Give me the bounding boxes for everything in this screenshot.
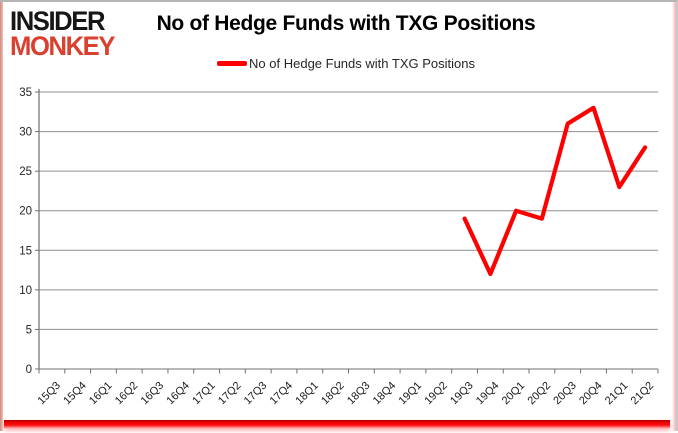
x-tick-label: 18Q4 bbox=[371, 380, 399, 408]
x-tick-label: 17Q4 bbox=[268, 380, 296, 408]
x-tick-label: 19Q3 bbox=[448, 380, 476, 408]
x-tick-label: 20Q4 bbox=[577, 380, 605, 408]
x-tick-label: 18Q2 bbox=[319, 380, 347, 408]
x-tick-label: 21Q2 bbox=[629, 380, 657, 408]
x-tick-label: 16Q1 bbox=[87, 380, 115, 408]
x-tick-label: 16Q3 bbox=[139, 380, 167, 408]
y-tick-label: 25 bbox=[19, 166, 32, 178]
x-tick-label: 20Q2 bbox=[526, 380, 554, 408]
chart-title: No of Hedge Funds with TXG Positions bbox=[156, 12, 536, 35]
x-tick-label: 21Q1 bbox=[603, 380, 631, 408]
x-tick-label: 15Q4 bbox=[61, 380, 89, 408]
data-line-series bbox=[462, 105, 648, 277]
logo-text-insider: INSIDER bbox=[10, 6, 105, 36]
legend-label: No of Hedge Funds with TXG Positions bbox=[249, 56, 475, 71]
x-tick-label: 17Q3 bbox=[242, 380, 270, 408]
x-tick-label: 18Q1 bbox=[293, 380, 321, 408]
y-tick-label: 30 bbox=[19, 127, 32, 139]
frame-left-edge bbox=[0, 2, 3, 431]
insider-monkey-logo: INSIDER MONKEY bbox=[10, 6, 120, 61]
x-tick-label: 17Q2 bbox=[216, 380, 244, 408]
x-tick-label: 19Q2 bbox=[422, 380, 450, 408]
y-tick-label: 10 bbox=[19, 285, 32, 297]
x-tick-label: 18Q3 bbox=[345, 380, 373, 408]
y-tick-label: 0 bbox=[26, 364, 32, 376]
x-tick-label: 15Q3 bbox=[35, 380, 63, 408]
logo-text-monkey: MONKEY bbox=[10, 31, 115, 61]
legend: No of Hedge Funds with TXG Positions bbox=[40, 56, 652, 71]
x-tick-label: 16Q2 bbox=[113, 380, 141, 408]
frame-right-edge bbox=[672, 2, 676, 431]
x-tick-label: 19Q1 bbox=[397, 380, 425, 408]
x-tick-label: 16Q4 bbox=[164, 380, 192, 408]
y-tick-label: 35 bbox=[19, 87, 32, 99]
y-tick-label: 20 bbox=[19, 206, 32, 218]
bottom-red-divider bbox=[4, 420, 670, 428]
legend-line-swatch bbox=[217, 61, 248, 66]
y-tick-label: 15 bbox=[19, 245, 32, 257]
x-tick-label: 20Q1 bbox=[500, 380, 528, 408]
x-tick-label: 19Q4 bbox=[474, 380, 502, 408]
x-tick-label: 20Q3 bbox=[551, 380, 579, 408]
y-tick-label: 5 bbox=[26, 324, 32, 336]
x-tick-label: 17Q1 bbox=[190, 380, 218, 408]
